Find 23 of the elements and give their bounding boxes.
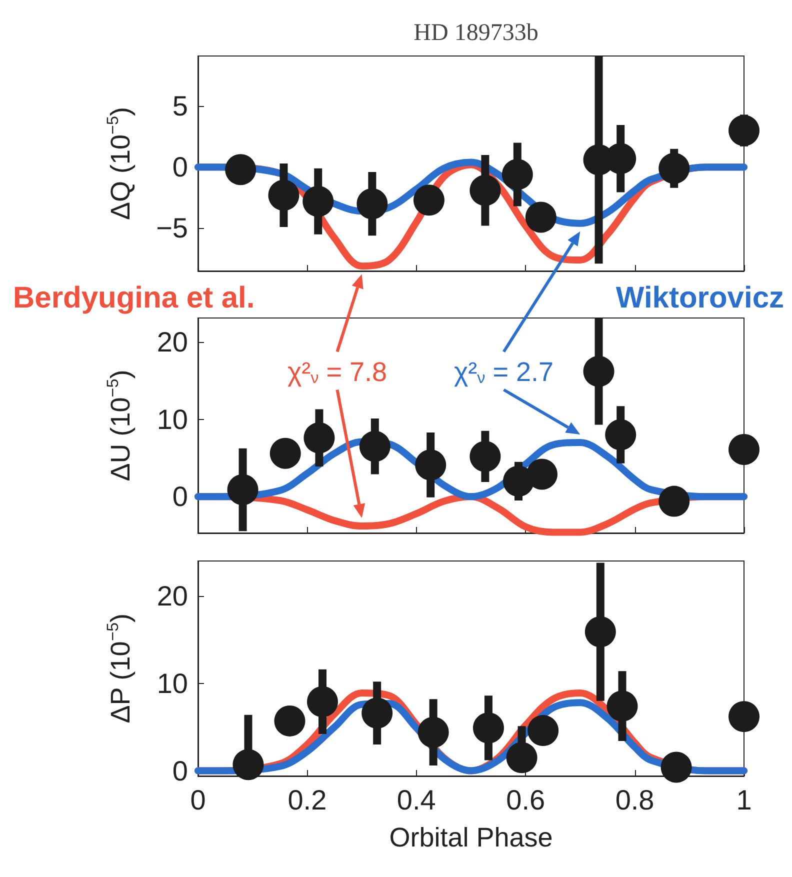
y-tick-label: 10 xyxy=(156,668,188,699)
x-tick-label: 0.2 xyxy=(288,784,327,816)
y-tick-label: 5 xyxy=(172,90,188,122)
x-tick-label: 0.8 xyxy=(615,784,654,816)
y-tick-label: 20 xyxy=(156,326,188,358)
x-axis-title: Orbital Phase xyxy=(389,822,553,852)
y-tick-label: 10 xyxy=(156,404,188,435)
annotation: χ²ν = 7.8 xyxy=(287,356,388,387)
x-tick-label: 1 xyxy=(736,784,752,816)
annotation: χ²ν = 2.7 xyxy=(454,356,554,387)
y-axis-title: ΔU (10−5) xyxy=(104,370,136,482)
y-tick-label: 0 xyxy=(172,152,188,183)
text: Wiktorovicz xyxy=(616,282,784,314)
x-tick-label: 0.4 xyxy=(396,784,436,816)
y-tick-label: −5 xyxy=(156,212,188,244)
chart-title: HD 189733b xyxy=(414,20,538,46)
y-axis-title: ΔP (10−5) xyxy=(104,613,136,724)
y-tick-label: 20 xyxy=(156,580,188,612)
text: Berdyugina et al. xyxy=(13,282,255,314)
x-tick-label: 0.6 xyxy=(506,784,546,816)
y-axis-title: ΔQ (10−5) xyxy=(104,106,136,220)
y-tick-label: 0 xyxy=(172,481,188,512)
y-tick-label: 0 xyxy=(172,755,188,786)
